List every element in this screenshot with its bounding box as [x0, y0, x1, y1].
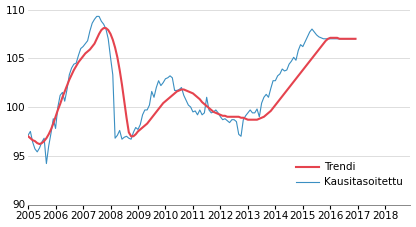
Kausitasoitettu	[264, 93, 269, 96]
Kausitasoitettu	[298, 43, 303, 46]
Trendi	[293, 77, 298, 80]
Trendi	[101, 27, 106, 30]
Kausitasoitettu	[94, 15, 99, 18]
Trendi	[353, 37, 358, 40]
Legend: Trendi, Kausitasoitettu: Trendi, Kausitasoitettu	[294, 160, 405, 190]
Line: Trendi: Trendi	[28, 28, 356, 144]
Kausitasoitettu	[76, 54, 81, 57]
Trendi	[298, 72, 303, 74]
Kausitasoitettu	[51, 117, 56, 120]
Trendi	[76, 61, 81, 64]
Kausitasoitettu	[131, 131, 136, 134]
Trendi	[26, 135, 31, 138]
Kausitasoitettu	[26, 134, 31, 137]
Trendi	[264, 114, 269, 116]
Kausitasoitettu	[293, 59, 298, 62]
Kausitasoitettu	[353, 37, 358, 40]
Trendi	[131, 135, 136, 138]
Trendi	[51, 122, 56, 125]
Kausitasoitettu	[44, 162, 49, 165]
Line: Kausitasoitettu: Kausitasoitettu	[28, 16, 356, 164]
Trendi	[37, 143, 42, 146]
